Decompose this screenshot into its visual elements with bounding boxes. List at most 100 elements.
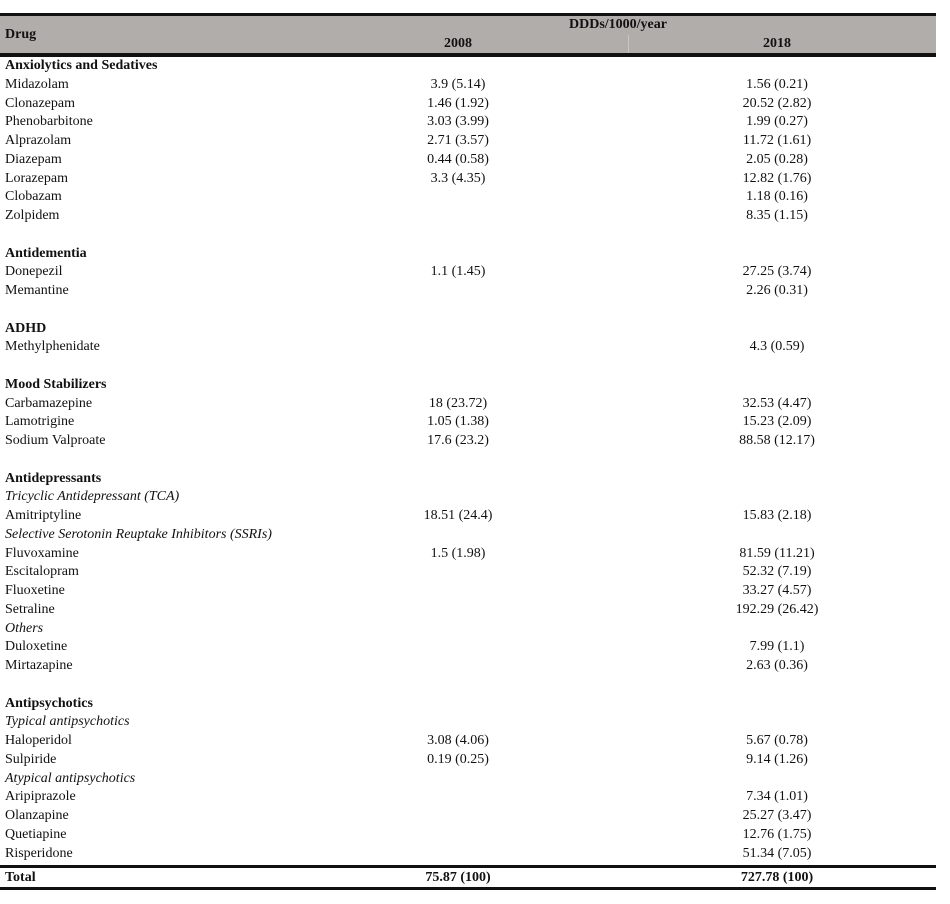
value-2018: 20.52 (2.82) — [742, 95, 812, 111]
drug-name: Alprazolam — [5, 133, 72, 148]
drug-name: Zolpidem — [5, 208, 60, 223]
value-2018: 32.53 (4.47) — [742, 395, 812, 411]
drug-name: Selective Serotonin Reuptake Inhibitors … — [5, 526, 272, 542]
drug-name: Aripiprazole — [5, 789, 76, 805]
total-2018: 727.78 (100) — [740, 870, 814, 886]
value-2008: 1.1 (1.45) — [430, 264, 486, 280]
subsection-row: Tricyclic Antidepressant (TCA) — [0, 488, 936, 507]
section-heading-row: Antidementia — [0, 245, 936, 264]
spacer-row — [0, 226, 936, 245]
drug-name: Risperidone — [5, 845, 73, 861]
total-row: Total 75.87 (100) 727.78 (100) — [0, 868, 936, 887]
drug-name: Atypical antipsychotics — [5, 770, 136, 786]
table-row: Alprazolam 2.71 (3.57) 11.72 (1.61) — [0, 132, 936, 151]
spacer-row — [0, 301, 936, 320]
drug-name: Lorazepam — [5, 170, 68, 186]
value-2018: 1.56 (0.21) — [746, 76, 808, 92]
header-unit: DDDs/1000/year — [569, 17, 667, 32]
section-heading-row: Mood Stabilizers — [0, 376, 936, 395]
drug-name: Fluoxetine — [5, 583, 65, 598]
header-rule — [0, 53, 936, 57]
drug-name: Amitriptyline — [5, 508, 82, 523]
spacer-row — [0, 357, 936, 376]
total-2008: 75.87 (100) — [425, 870, 491, 886]
table-row: Donepezil 1.1 (1.45) 27.25 (3.74) — [0, 263, 936, 282]
drug-name: Others — [5, 620, 44, 636]
value-2018: 2.63 (0.36) — [746, 658, 808, 673]
value-2008: 18.51 (24.4) — [423, 508, 493, 523]
spacer-row — [0, 451, 936, 470]
value-2018: 4.3 (0.59) — [749, 339, 805, 355]
table-row: Setraline 192.29 (26.42) — [0, 601, 936, 620]
table-row: Methylphenidate 4.3 (0.59) — [0, 338, 936, 357]
drug-name: Phenobarbitone — [5, 114, 93, 130]
table-row: Diazepam 0.44 (0.58) 2.05 (0.28) — [0, 151, 936, 170]
value-2018: 27.25 (3.74) — [742, 264, 812, 280]
value-2008: 1.5 (1.98) — [430, 545, 486, 561]
table-row: Midazolam 3.9 (5.14) 1.56 (0.21) — [0, 76, 936, 95]
drug-name: Lamotrigine — [5, 414, 75, 430]
value-2018: 15.23 (2.09) — [742, 414, 812, 430]
value-2018: 88.58 (12.17) — [739, 433, 815, 448]
section-heading-row: Anxiolytics and Sedatives — [0, 57, 936, 76]
value-2008: 3.3 (4.35) — [430, 170, 486, 186]
drug-name: Carbamazepine — [5, 395, 93, 411]
table-row: Phenobarbitone 3.03 (3.99) 1.99 (0.27) — [0, 113, 936, 132]
value-2018: 7.99 (1.1) — [749, 639, 805, 655]
drug-name: Setraline — [5, 601, 55, 617]
drug-name: Tricyclic Antidepressant (TCA) — [5, 489, 180, 505]
value-2008: 3.9 (5.14) — [430, 76, 486, 92]
value-2008: 2.71 (3.57) — [427, 133, 489, 148]
drug-name: Antidepressants — [5, 470, 102, 486]
table-row: Fluoxetine 33.27 (4.57) — [0, 582, 936, 601]
value-2008: 0.19 (0.25) — [427, 751, 489, 767]
header-divider — [628, 35, 629, 53]
table-row: Clonazepam 1.46 (1.92) 20.52 (2.82) — [0, 95, 936, 114]
value-2008: 17.6 (23.2) — [427, 433, 489, 448]
subsection-row: Others — [0, 620, 936, 639]
ddd-table: Drug DDDs/1000/year 2008 2018 Anxiolytic… — [0, 13, 936, 891]
drug-name: Clonazepam — [5, 95, 75, 111]
table-row: Fluvoxamine 1.5 (1.98) 81.59 (11.21) — [0, 545, 936, 564]
value-2008: 3.03 (3.99) — [427, 114, 489, 130]
header-year-2018: 2018 — [763, 36, 791, 51]
table-body: Anxiolytics and Sedatives Midazolam 3.9 (5… — [0, 57, 936, 863]
value-2008: 1.05 (1.38) — [427, 414, 489, 430]
value-2018: 12.82 (1.76) — [742, 170, 812, 186]
value-2018: 12.76 (1.75) — [742, 826, 812, 842]
section-heading-row: ADHD — [0, 320, 936, 339]
drug-name: Haloperidol — [5, 733, 72, 748]
bottom-rule — [0, 887, 936, 891]
table-row: Duloxetine 7.99 (1.1) — [0, 638, 936, 657]
subsection-row: Selective Serotonin Reuptake Inhibitors … — [0, 526, 936, 545]
table-row: Olanzapine 25.27 (3.47) — [0, 807, 936, 826]
drug-name: Antipsychotics — [5, 695, 93, 711]
drug-name: Sulpiride — [5, 751, 57, 767]
table-row: Carbamazepine 18 (23.72) 32.53 (4.47) — [0, 395, 936, 414]
value-2018: 1.99 (0.27) — [746, 114, 808, 130]
table-row: Mirtazapine 2.63 (0.36) — [0, 657, 936, 676]
drug-name: Mirtazapine — [5, 658, 73, 673]
value-2018: 11.72 (1.61) — [742, 133, 812, 148]
value-2018: 1.18 (0.16) — [746, 189, 808, 205]
value-2008: 3.08 (4.06) — [427, 733, 489, 748]
spacer-row — [0, 676, 936, 695]
value-2018: 51.34 (7.05) — [742, 845, 812, 861]
total-rule — [0, 865, 936, 869]
value-2018: 7.34 (1.01) — [746, 789, 808, 805]
table-row: Escitalopram 52.32 (7.19) — [0, 563, 936, 582]
drug-name: Diazepam — [5, 151, 62, 167]
header-drug: Drug — [5, 27, 37, 42]
value-2018: 52.32 (7.19) — [742, 564, 812, 580]
value-2018: 81.59 (11.21) — [739, 545, 815, 561]
table-row: Sulpiride 0.19 (0.25) 9.14 (1.26) — [0, 751, 936, 770]
value-2008: 1.46 (1.92) — [427, 95, 489, 111]
drug-name: Midazolam — [5, 76, 69, 92]
drug-name: Typical antipsychotics — [5, 714, 130, 730]
drug-name: Antidementia — [5, 245, 87, 261]
drug-name: Escitalopram — [5, 564, 79, 580]
total-label: Total — [5, 870, 36, 886]
table-row: Clobazam 1.18 (0.16) — [0, 188, 936, 207]
table-row: Zolpidem 8.35 (1.15) — [0, 207, 936, 226]
drug-name: Clobazam — [5, 189, 62, 205]
